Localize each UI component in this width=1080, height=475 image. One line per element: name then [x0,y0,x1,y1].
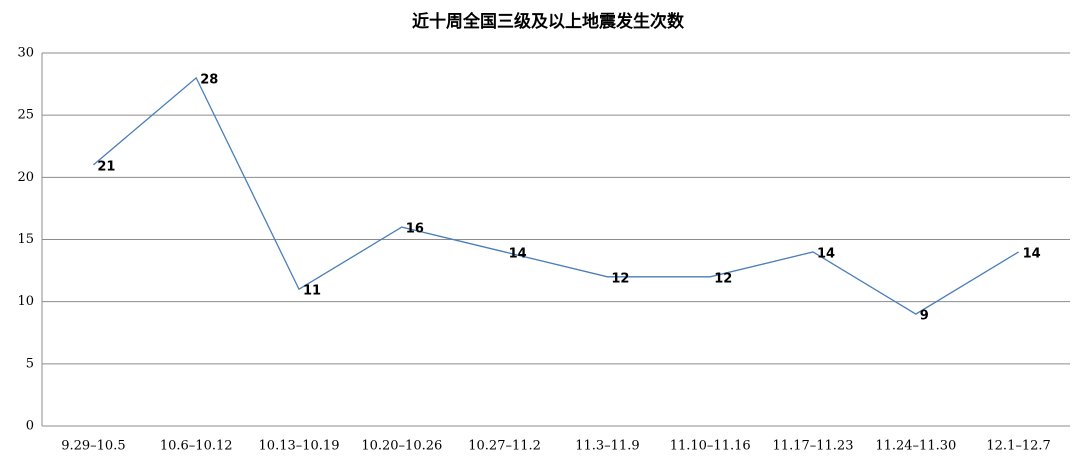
y-tick-label: 20 [17,170,34,185]
y-tick-label: 30 [17,46,34,61]
line [92,76,1019,315]
data-label: 14 [1023,246,1041,261]
y-tick-label: 5 [26,356,34,371]
x-tick-label: 10.27–11.2 [468,439,541,454]
data-label: 14 [817,246,835,261]
x-tick-label: 11.24–11.30 [875,439,956,454]
y-tick-label: 10 [17,294,34,309]
data-label: 12 [611,271,629,286]
data-label: 28 [200,72,218,87]
data-label: 9 [920,309,929,324]
data-label: 11 [303,284,321,299]
x-tick-label: 10.6–10.12 [160,439,233,454]
x-tick-label: 12.1–12.7 [986,439,1050,454]
x-tick-label: 10.20–10.26 [361,439,442,454]
data-label: 14 [509,246,527,261]
chart-title: 近十周全国三级及以上地震发生次数 [412,11,685,32]
y-tick-label: 0 [26,419,34,434]
y-tick-label: 25 [17,108,34,123]
data-label: 21 [97,159,115,174]
x-tick-label: 11.17–11.23 [773,439,854,454]
x-tick-label: 10.13–10.19 [259,439,340,454]
data-label: 12 [714,271,732,286]
data-label: 16 [406,222,424,237]
x-tick-label: 9.29–10.5 [61,439,125,454]
x-tick-label: 11.3–11.9 [575,439,639,454]
y-tick-label: 15 [17,232,34,247]
x-tick-label: 11.10–11.16 [670,439,751,454]
